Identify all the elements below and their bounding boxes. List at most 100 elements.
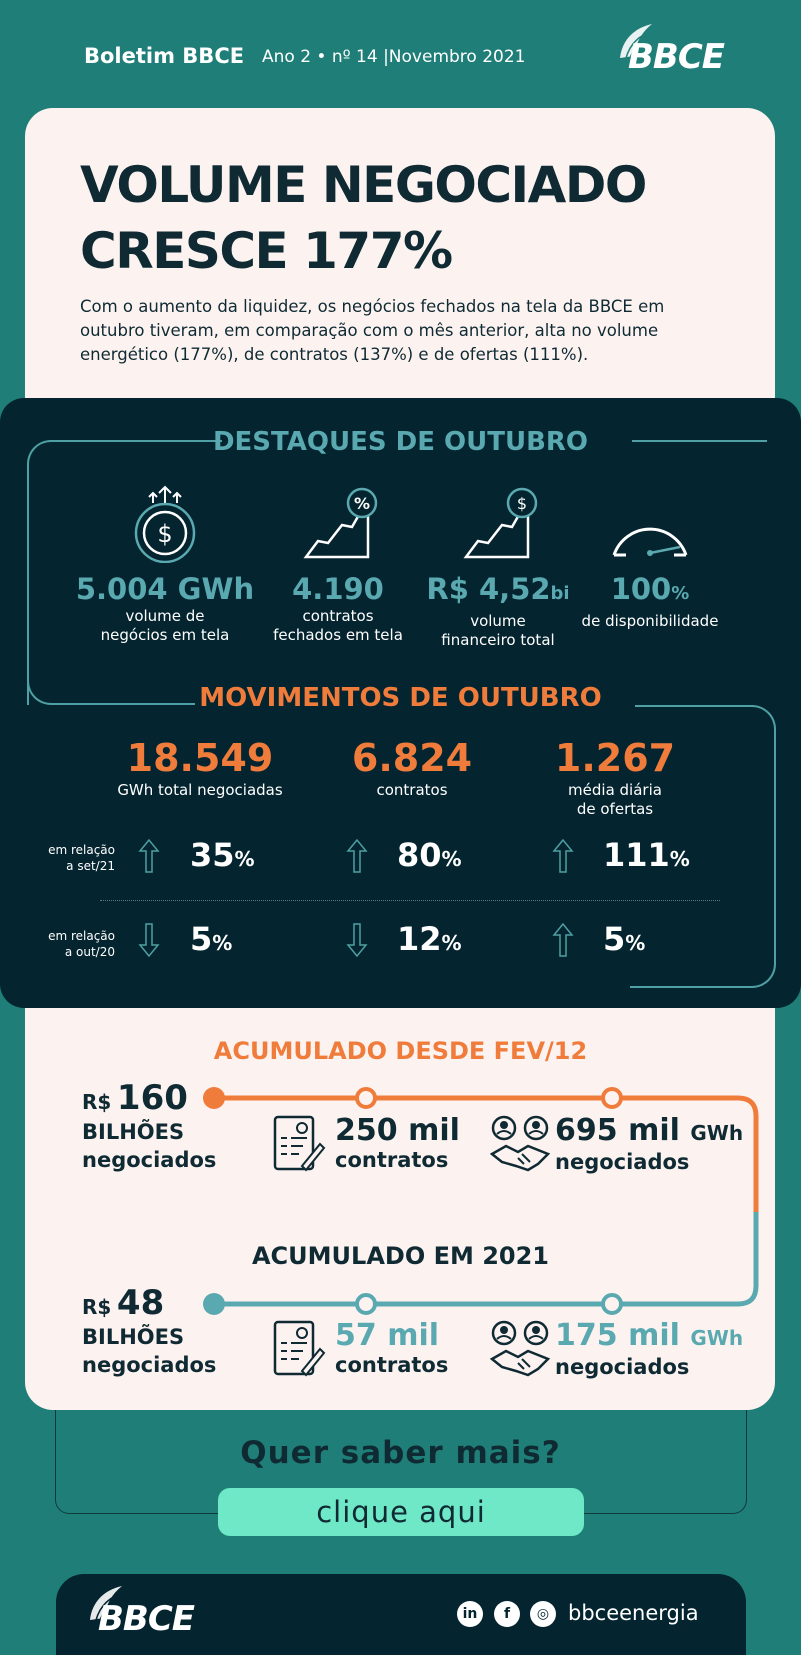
comparison-label-line: em relação	[48, 929, 115, 943]
stat-label: negociados	[555, 1150, 690, 1174]
acc-2021-contracts: 57 mil contratos	[335, 1319, 449, 1378]
comparison-value: 5%	[603, 920, 645, 958]
frame-gap	[195, 690, 635, 720]
percent-number: 35	[190, 836, 235, 874]
acc-2021-energy: 175 mil GWh negociados	[555, 1318, 744, 1380]
movement-value: 18.549	[126, 736, 274, 780]
amount-desc: negociados	[82, 1148, 217, 1172]
highlight-label: fechados em tela	[273, 626, 403, 644]
highlight-label: contratos	[302, 607, 374, 625]
cta-button[interactable]: clique aqui	[218, 1488, 584, 1536]
logo-text: BBCE	[628, 37, 725, 77]
percent-sign: %	[234, 847, 255, 871]
value-number: 100	[610, 572, 672, 606]
headline-line-2: CRESCE 177%	[80, 222, 453, 280]
contract-document-icon	[273, 1115, 326, 1172]
percent-sign: %	[212, 931, 233, 955]
value-unit: %	[671, 583, 690, 604]
highlight-label: volume de	[125, 607, 205, 625]
acc-2021-money: R$ 48 BILHÕES negociados	[82, 1283, 216, 1379]
facebook-icon[interactable]: f	[494, 1601, 520, 1627]
contract-document-icon	[273, 1320, 326, 1377]
stat-value: 250 mil	[335, 1113, 460, 1148]
footer: BBCE	[56, 1574, 746, 1655]
intro-card	[25, 108, 775, 438]
highlight-value: 5.004 GWh	[75, 572, 255, 606]
bbce-logo[interactable]: BBCE	[610, 22, 740, 77]
movimentos-title: MOVIMENTOS DE OUTUBRO	[199, 683, 602, 713]
handshake-icon	[489, 1115, 551, 1172]
acc-total-title: ACUMULADO DESDE FEV/12	[213, 1037, 588, 1065]
footer-logo[interactable]: BBCE	[80, 1584, 210, 1639]
arrow-down-icon	[138, 923, 160, 958]
energy-number: 695 mil	[555, 1113, 680, 1148]
handshake-icon	[489, 1320, 551, 1377]
highlight-value: R$ 4,52bi	[408, 571, 588, 612]
comparison-label-line: em relação	[48, 843, 115, 857]
currency: R$	[82, 1090, 112, 1114]
divider	[100, 900, 720, 901]
amount-desc: negociados	[82, 1353, 217, 1377]
amount: 160	[116, 1078, 188, 1118]
chart-dollar-icon: $	[463, 487, 538, 559]
stat-label: contratos	[335, 1148, 449, 1172]
energy-number: 175 mil	[555, 1318, 680, 1353]
highlight-volume: $ 5.004 GWh volume de negócios em tela	[75, 485, 255, 645]
acc-total-energy: 695 mil GWh negociados	[555, 1113, 744, 1175]
percent-sign: %	[625, 931, 646, 955]
arrow-down-icon	[346, 923, 368, 958]
logo-text: BBCE	[98, 1599, 195, 1639]
linkedin-icon[interactable]: in	[457, 1601, 483, 1627]
social-handle[interactable]: bbceenergia	[568, 1601, 699, 1625]
highlight-label: volume	[470, 612, 526, 630]
highlight-value: 100%	[560, 571, 740, 612]
amount: 48	[116, 1283, 165, 1323]
comparison-label: em relação a out/20	[30, 928, 115, 960]
percent-number: 12	[397, 920, 442, 958]
movement-value: 1.267	[554, 736, 676, 780]
gauge-icon	[612, 527, 688, 557]
highlight-value: 4.190	[292, 572, 384, 606]
acc-total-money: R$ 160 BILHÕES negociados	[82, 1078, 216, 1174]
highlight-financial: $ R$ 4,52bi volume financeiro total	[408, 485, 588, 650]
highlight-label: de disponibilidade	[581, 612, 719, 630]
arrow-up-icon	[346, 838, 368, 873]
movement-label: GWh total negociadas	[117, 781, 283, 799]
highlight-label: financeiro total	[441, 631, 555, 649]
percent-number: 5	[190, 920, 213, 958]
arrow-up-icon	[138, 838, 160, 873]
svg-text:$: $	[157, 520, 172, 548]
movement-energy: 18.549 GWh total negociadas	[90, 735, 310, 800]
logo-wing-icon	[90, 1586, 129, 1621]
lead-paragraph: Com o aumento da liquidez, os negócios f…	[80, 297, 665, 364]
instagram-icon[interactable]: ◎	[530, 1601, 556, 1627]
energy-unit: GWh	[690, 1326, 744, 1350]
comparison-value: 12%	[397, 920, 462, 958]
comparison-value: 80%	[397, 836, 462, 874]
percent-sign: %	[441, 931, 462, 955]
movement-label: contratos	[376, 781, 448, 799]
money-bag-icon: $	[134, 485, 196, 563]
amount-desc: BILHÕES	[82, 1120, 185, 1144]
amount-desc: BILHÕES	[82, 1325, 185, 1349]
headline: VOLUME NEGOCIADO CRESCE 177%	[80, 152, 647, 284]
comparison-value: 35%	[190, 836, 255, 874]
value-unit: bi	[550, 583, 570, 604]
stat-label: contratos	[335, 1353, 449, 1377]
percent-number: 80	[397, 836, 442, 874]
energy-unit: GWh	[690, 1121, 744, 1145]
movement-value: 6.824	[351, 736, 473, 780]
movement-contracts: 6.824 contratos	[302, 735, 522, 800]
value-number: R$ 4,52	[426, 572, 551, 606]
bulletin-title: Boletim BBCE	[84, 44, 245, 68]
arrow-up-icon	[552, 922, 574, 957]
comparison-label: em relação a set/21	[30, 842, 115, 874]
cta-question: Quer saber mais?	[240, 1435, 561, 1471]
svg-text:%: %	[354, 494, 370, 513]
highlight-availability: 100% de disponibilidade	[560, 485, 740, 631]
header: Boletim BBCE Ano 2 • nº 14 |Novembro 202…	[0, 0, 801, 108]
highlight-label: negócios em tela	[100, 626, 230, 644]
acc-2021-title: ACUMULADO EM 2021	[251, 1242, 550, 1270]
comparison-label-line: a set/21	[66, 859, 115, 873]
